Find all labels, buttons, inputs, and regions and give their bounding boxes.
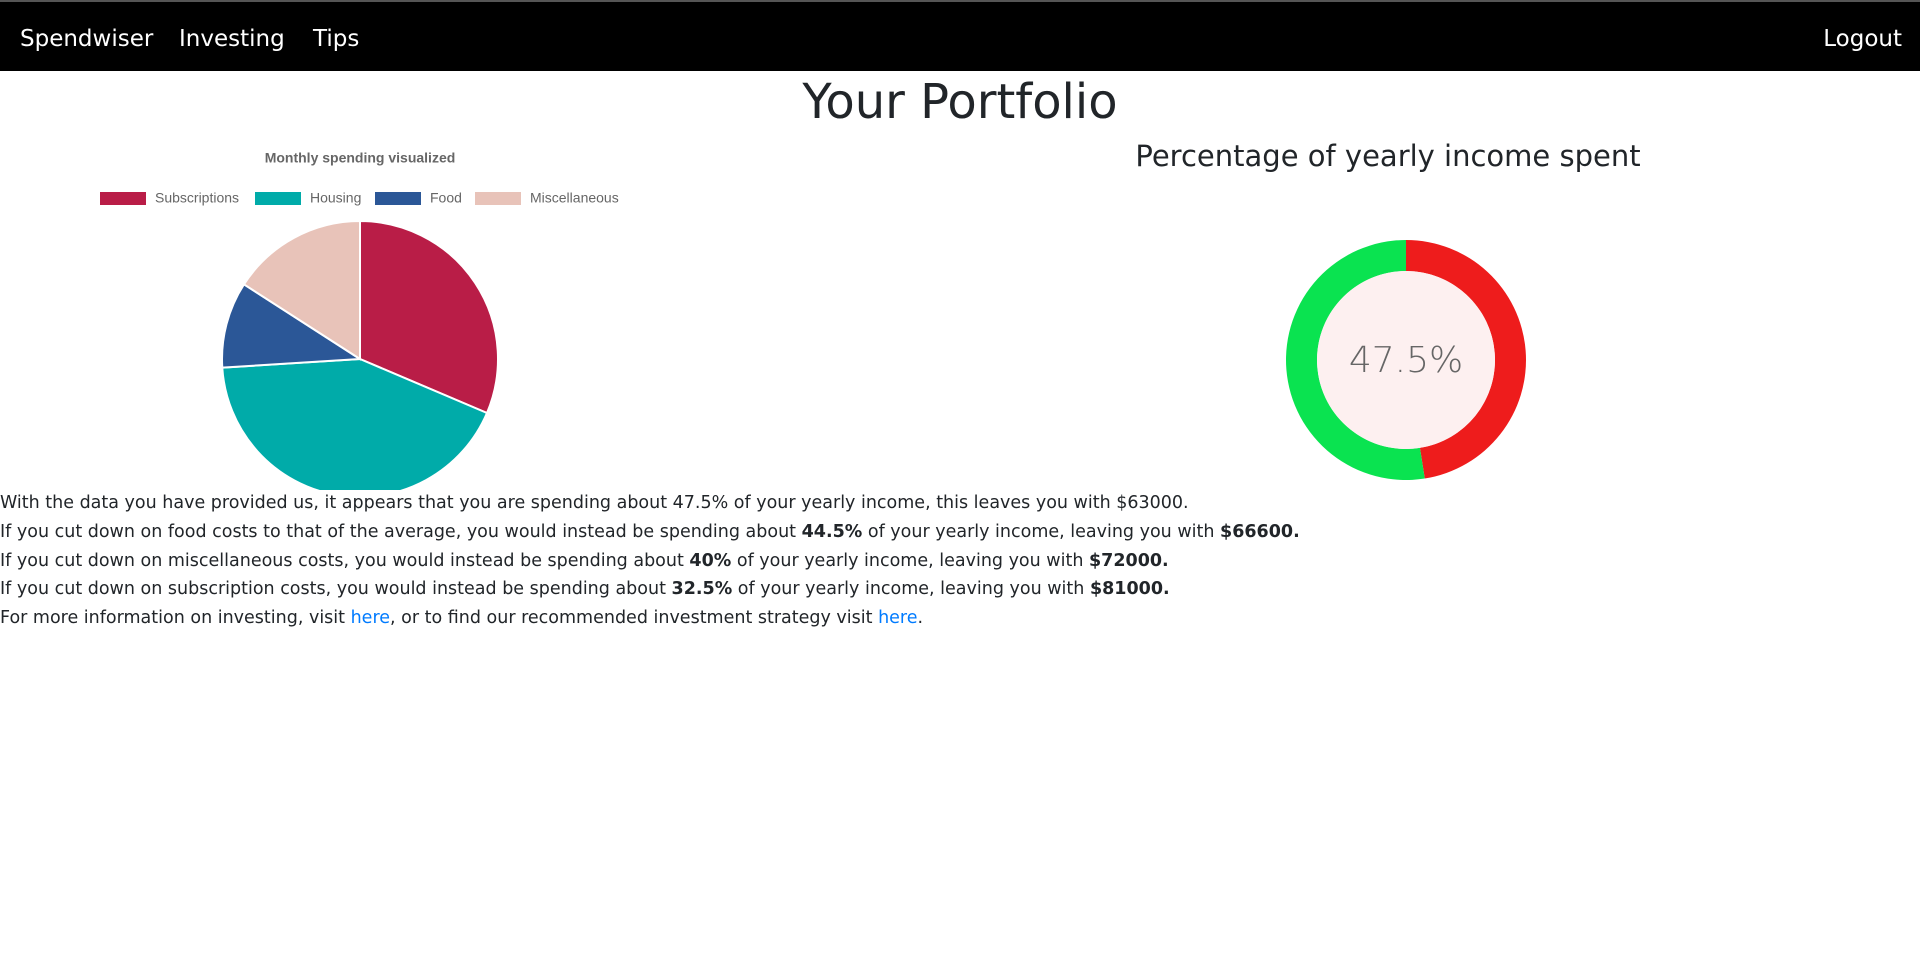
text: of your yearly income, leaving you with [731,550,1089,571]
nav-link[interactable]: Investing [179,26,285,52]
paragraph: If you cut down on miscellaneous costs, … [0,547,1300,576]
legend-label: Subscriptions [155,190,239,206]
text: If you cut down on subscription costs, y… [0,579,672,600]
legend-swatch [475,192,521,205]
text: If you cut down on miscellaneous costs, … [0,550,690,571]
bold-text: 44.5% [801,521,863,542]
legend-swatch [100,192,146,205]
paragraph: For more information on investing, visit… [0,604,1300,633]
pie-slice [242,219,361,361]
doughnut-segment [1406,240,1527,479]
bold-text: $72000. [1089,550,1169,571]
nav-link[interactable]: Tips [313,26,360,52]
legend-swatch [255,192,301,205]
summary: With the data you have provided us, it a… [0,489,1300,633]
pie-slice [221,357,489,490]
bold-text: $81000. [1089,579,1170,600]
doughnut-center [1317,271,1495,449]
chart-title: Monthly spending visualized [265,150,456,166]
text: For more information on investing, visit [0,608,351,629]
link[interactable]: here [350,608,391,629]
bold-text: 32.5% [671,579,733,600]
text: . [917,608,924,629]
bold-text: $66600. [1220,521,1300,542]
logout[interactable]: Logout [1823,26,1902,52]
legend-label: Housing [310,190,361,206]
paragraph: If you cut down on subscription costs, y… [0,575,1300,604]
charts: Monthly spending visualized Percentage o… [100,139,1641,490]
pie-slice [221,282,364,369]
legend-label: Miscellaneous [530,190,619,206]
text: If you cut down on food costs to that of… [0,521,802,542]
chart-title: Percentage of yearly income spent [1135,139,1640,173]
paragraph: With the data you have provided us, it a… [0,489,1300,518]
text: of your yearly income, leaving you with [862,521,1221,542]
page-title: Your Portfolio [802,74,1118,130]
navbar: Spendwiser Investing Tips Logout [0,0,1920,71]
text: , or to find our recommended investment … [390,608,879,629]
legend-swatch [375,192,421,205]
brand[interactable]: Spendwiser [20,26,154,52]
paragraph: If you cut down on food costs to that of… [0,518,1300,547]
pie-slice [359,219,499,415]
text: of your yearly income, leaving you with [732,579,1090,600]
text: With the data you have provided us, it a… [0,493,1189,513]
link[interactable]: here [878,608,918,629]
center-label: 47.5% [1349,340,1463,381]
legend-label: Food [430,190,462,206]
bold-text: 40% [689,550,732,571]
doughnut-segment [1286,240,1425,480]
